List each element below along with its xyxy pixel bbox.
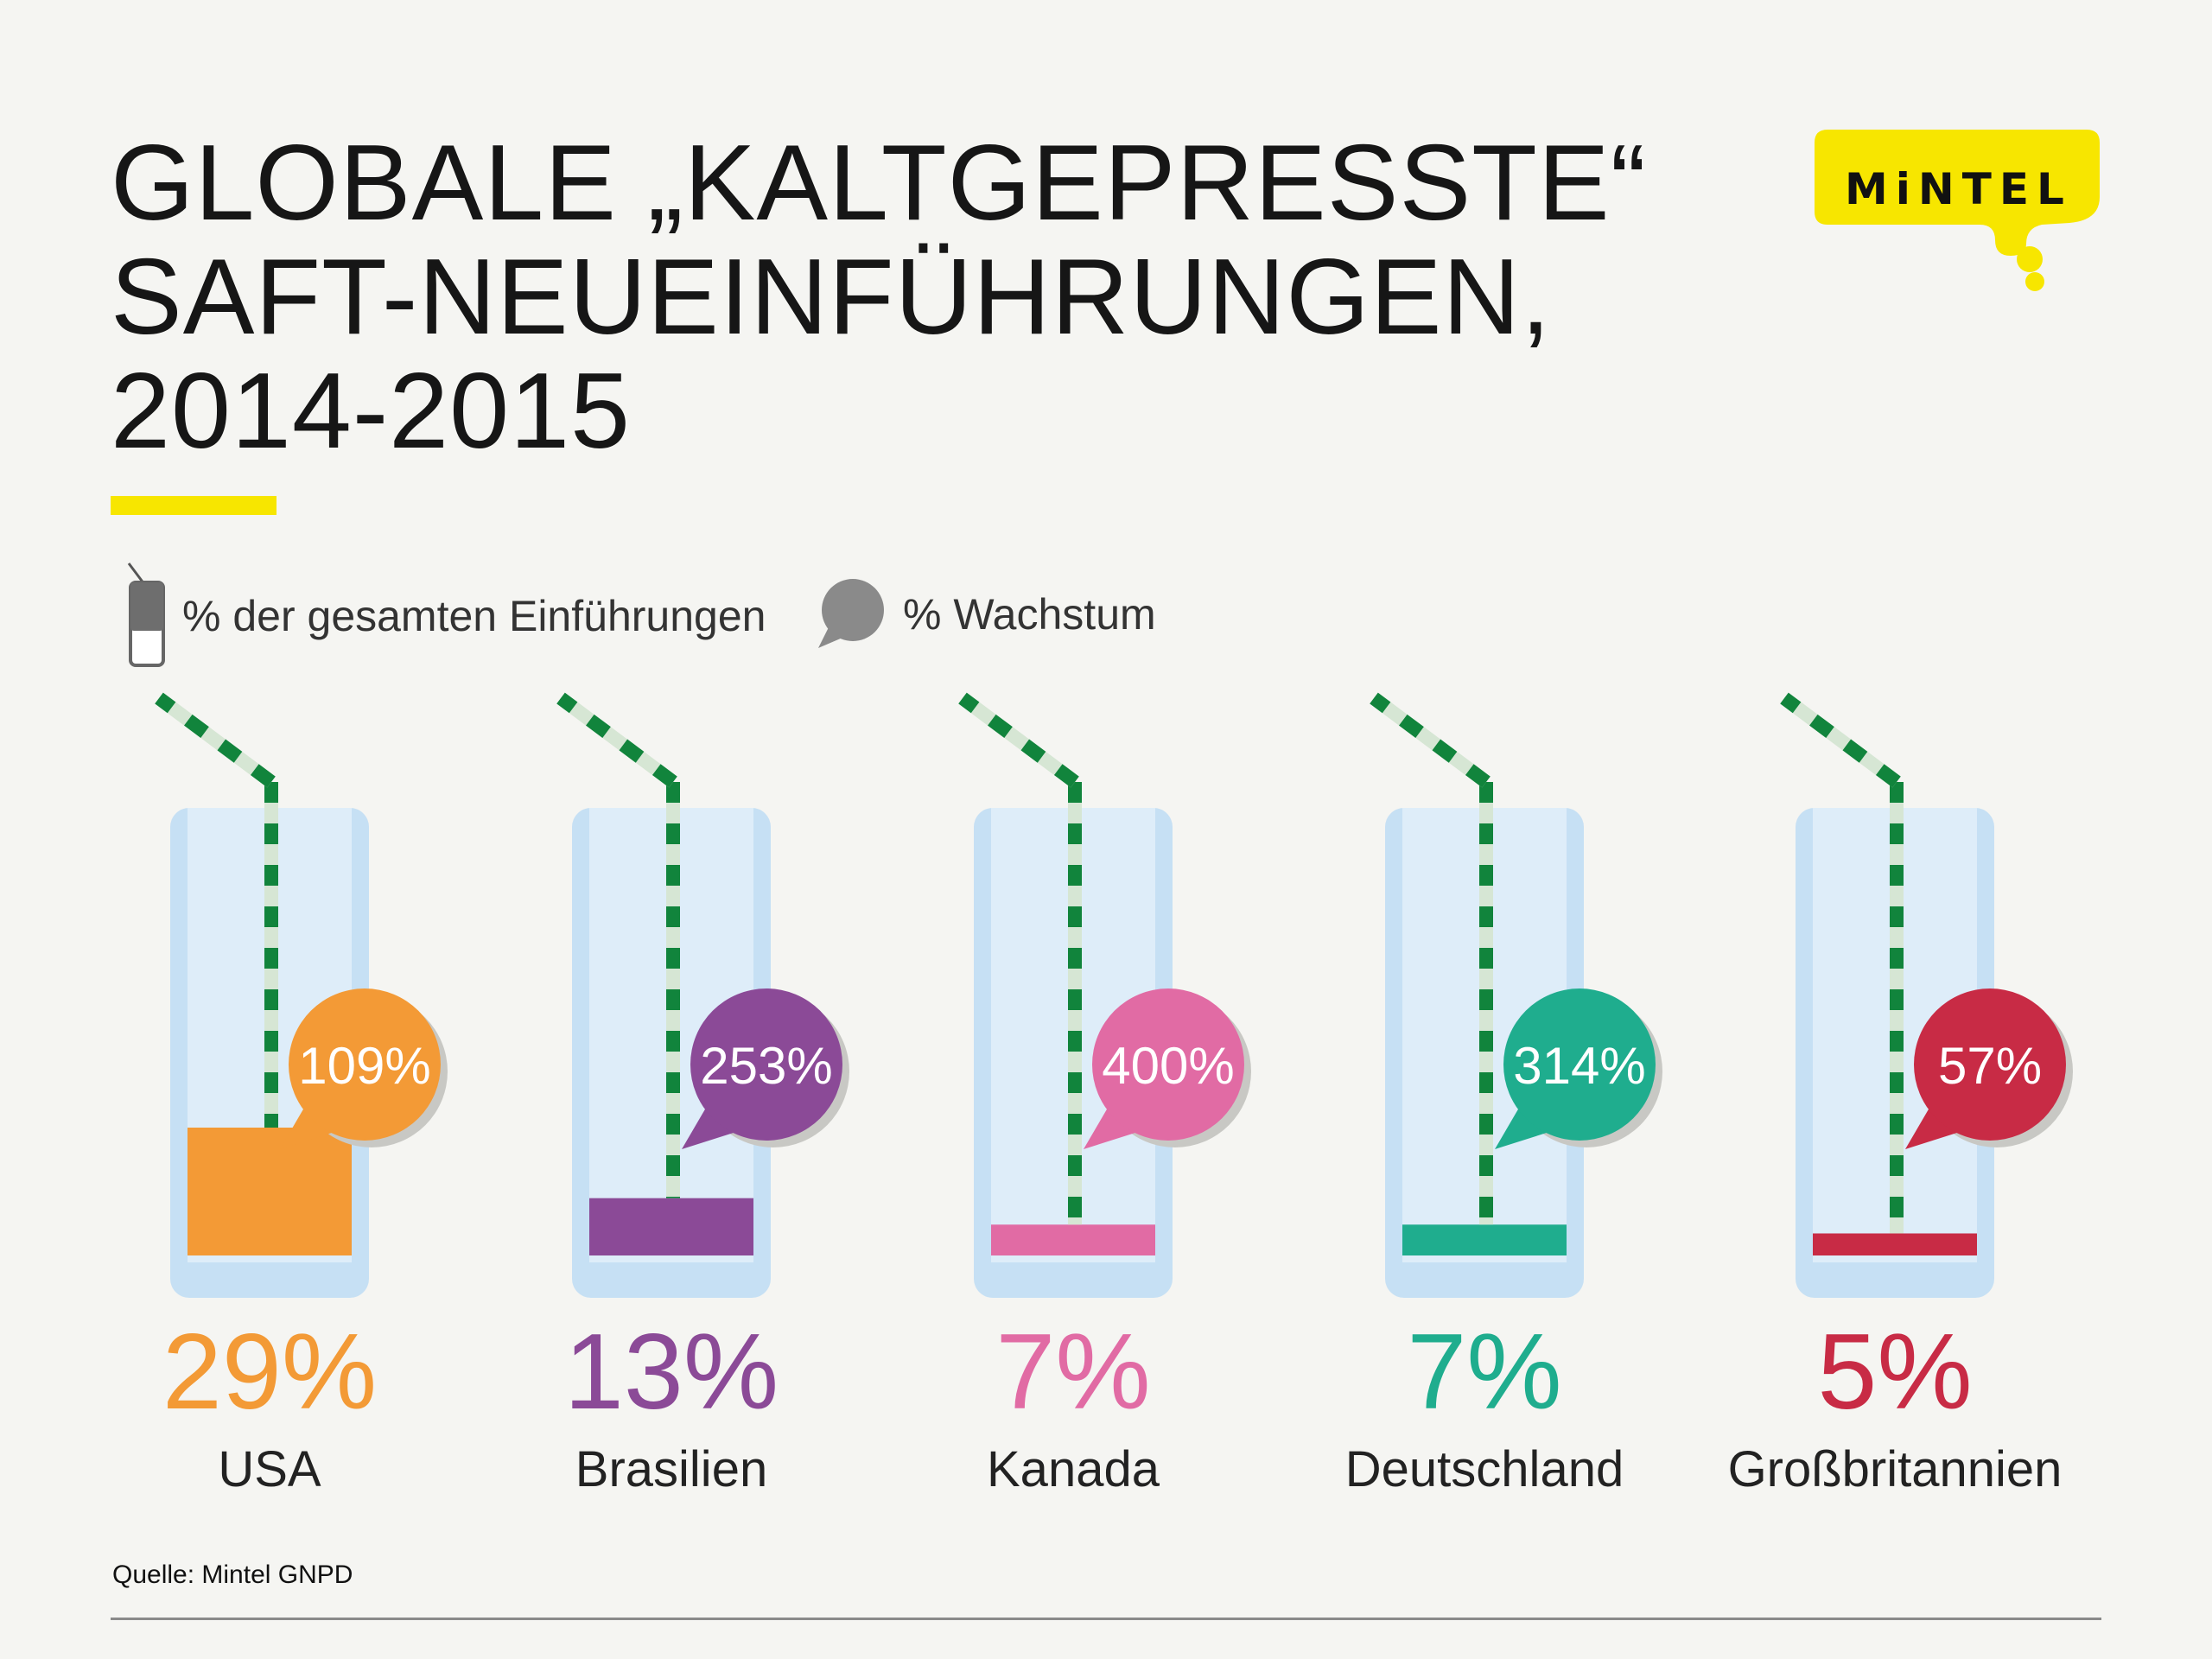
growth-label: 400% [1102, 1037, 1234, 1095]
title-accent-bar [111, 496, 276, 515]
liquid-fill-bar [188, 1128, 352, 1255]
legend: % der gesamten Einführungen % Wachstum [0, 562, 2212, 674]
growth-bubble [1092, 988, 1244, 1141]
liquid-fill-bar [1402, 1224, 1567, 1255]
growth-bubble [1503, 988, 1656, 1141]
share-label: 7% [1407, 1313, 1561, 1432]
legend-share: % der gesamten Einführungen [125, 562, 766, 670]
share-label: 7% [995, 1313, 1150, 1432]
liquid-fill-bar [589, 1198, 753, 1255]
growth-label: 57% [1938, 1037, 2042, 1095]
glass-legend-icon [127, 563, 165, 667]
bubble-tail [682, 1108, 736, 1149]
liquid-fill-bar [1813, 1233, 1977, 1255]
category-label: Deutschland [1345, 1441, 1624, 1497]
mintel-logo-shape [1815, 130, 2100, 291]
bubble-tail [1084, 1108, 1138, 1149]
bubble-tail [280, 1108, 334, 1149]
growth-label: 253% [700, 1037, 832, 1095]
straw-bend [1370, 692, 1491, 788]
legend-share-label: % der gesamten Einführungen [182, 591, 766, 640]
straw-bend [556, 692, 677, 788]
footer-divider [111, 1618, 2101, 1620]
mintel-logo: MiNTEL [1810, 130, 2104, 294]
growth-bubble [690, 988, 842, 1141]
growth-bubble [289, 988, 441, 1141]
mintel-wordmark: MiNTEL [1845, 164, 2072, 214]
category-label: Kanada [987, 1441, 1160, 1497]
title-line-3: 2014-2015 [111, 352, 631, 471]
growth-label: 314% [1513, 1037, 1645, 1095]
straw-bend [958, 692, 1079, 788]
category-label: Brasilien [575, 1441, 767, 1497]
title-line-1: GLOBALE „KALTGEPRESSTE“ [111, 124, 1647, 243]
speech-bubble-legend-icon [818, 579, 884, 648]
source-note: Quelle: Mintel GNPD [112, 1560, 353, 1589]
page-title: GLOBALE „KALTGEPRESSTE“ SAFT-NEUEINFÜHRU… [111, 130, 1666, 472]
share-label: 5% [1817, 1313, 1972, 1432]
title-line-2: SAFT-NEUEINFÜHRUNGEN, [111, 238, 1552, 357]
bubble-tail [1495, 1108, 1549, 1149]
legend-growth-label: % Wachstum [903, 590, 1156, 639]
straw-bend [155, 692, 276, 788]
share-label: 13% [564, 1313, 779, 1432]
legend-growth: % Wachstum [817, 579, 1156, 650]
growth-label: 109% [298, 1037, 430, 1095]
straw-bend [1780, 692, 1901, 788]
share-label: 29% [162, 1313, 377, 1432]
category-label: Großbritannien [1728, 1441, 2063, 1497]
growth-bubble [1914, 988, 2066, 1141]
category-label: USA [218, 1441, 321, 1497]
bubble-tail [1905, 1108, 1960, 1149]
liquid-fill-bar [991, 1224, 1155, 1255]
